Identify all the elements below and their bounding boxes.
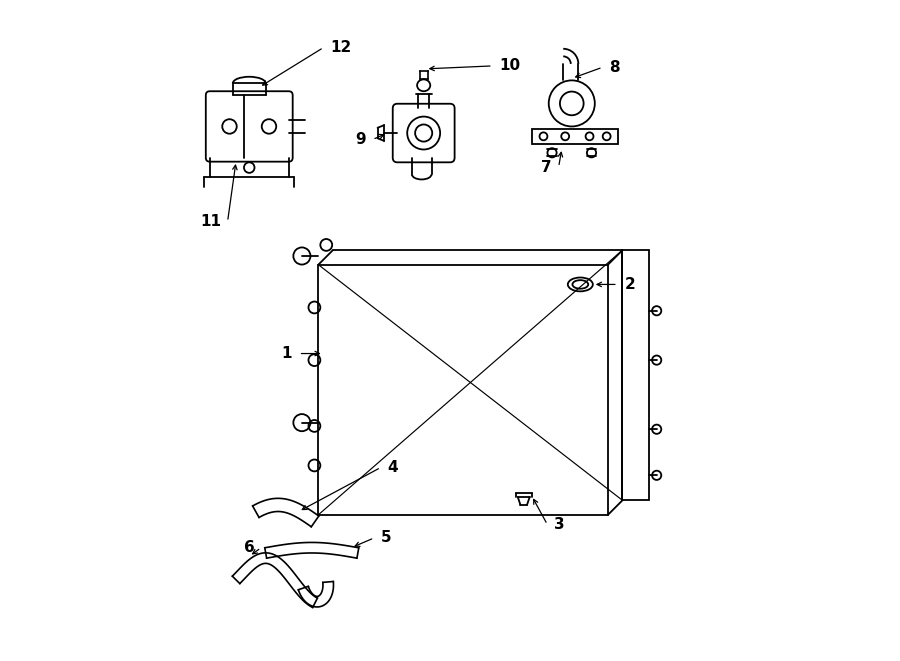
Text: 1: 1 xyxy=(282,346,292,361)
Text: 11: 11 xyxy=(200,214,220,229)
Text: 7: 7 xyxy=(542,160,552,175)
Text: 6: 6 xyxy=(244,540,255,555)
Text: 2: 2 xyxy=(625,277,635,292)
Text: 10: 10 xyxy=(500,58,520,73)
Text: 8: 8 xyxy=(609,59,620,75)
Text: 4: 4 xyxy=(388,460,398,475)
Text: 12: 12 xyxy=(330,40,352,55)
Text: 9: 9 xyxy=(356,132,365,147)
Text: 3: 3 xyxy=(554,517,564,532)
Text: 5: 5 xyxy=(381,530,392,545)
